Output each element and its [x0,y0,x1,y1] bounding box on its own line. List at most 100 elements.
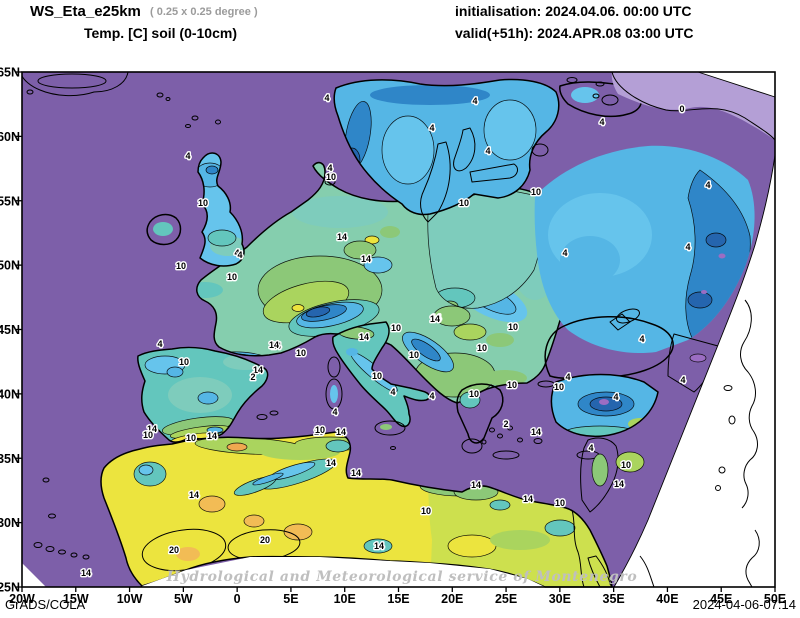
contour-label: 10 [314,427,324,437]
temperature-patch [374,420,406,436]
temperature-patch [176,547,200,561]
contour-label: 4 [429,123,434,133]
x-tick-label: 10E [334,592,356,606]
temperature-patch [327,356,341,378]
contour-label: 4 [332,407,337,417]
temperature-patch [138,464,154,476]
contour-label: 14 [81,568,91,578]
contour-label: 10 [507,380,517,390]
init-time: initialisation: 2024.04.06. 00:00 UTC [455,3,692,19]
contour-label: 10 [179,357,189,367]
coastline-shape [571,509,585,588]
contour-label: 4 [234,248,239,258]
contour-label: 10 [555,498,565,508]
temperature-patch [461,438,483,454]
contour-label: 14 [374,541,384,551]
temperature-patch [207,229,237,247]
contour-label: 14 [269,340,279,350]
temperature-patch [447,534,497,558]
temperature-patch [153,222,173,236]
contour-label: 4 [613,392,618,402]
temperature-patch [260,444,340,460]
contour-label: 14 [189,490,199,500]
temperature-patch [325,439,351,453]
creation-timestamp: 2024-04-06-07:14 [693,597,796,612]
contour-label: 14 [207,431,217,441]
temperature-patch [381,115,435,185]
temperature-patch [206,426,224,434]
temperature-patch [459,391,481,409]
contour-label: 14 [337,232,347,242]
contour-label: 4 [705,180,710,190]
map-shape [343,85,537,185]
contour-labels: 4 444441004101044144441041010141441410101… [80,92,712,580]
temperature-patch [346,348,358,356]
coastline-shape [611,71,776,141]
temperature-patch [45,546,55,552]
coastline-shape [453,127,476,172]
y-tick-label: 65N [0,66,20,80]
contour-label: 14 [531,427,541,437]
temperature-patch [196,282,223,298]
temperature-patch [715,485,721,491]
temperature-patch [42,477,50,483]
contour-label: 10 [296,348,306,358]
temperature-patch [363,538,393,554]
temperature-patch [489,427,495,433]
temperature-patch [370,85,490,105]
contour-label: 10 [409,350,419,360]
temperature-patch [215,119,221,125]
coastline-shape [614,155,775,587]
temperature-patch [243,514,265,528]
temperature-patch [185,124,191,128]
temperature-patch [283,523,313,541]
contour-label: 14 [253,365,263,375]
temperature-patch [507,425,513,431]
temperature-patch [687,291,713,309]
contour-label: 2 [250,372,255,382]
coastline-shape [22,563,46,587]
temperature-patch [591,453,609,487]
contour-label: 20 [169,545,179,555]
contour-label: 0 [679,104,684,114]
contour-label: 4 [324,93,329,103]
contour-label: 4 [429,391,434,401]
contour-label: 10 [186,433,196,443]
x-tick-label: 20E [441,592,463,606]
temperature-patch [689,353,707,363]
coastline-shape [609,313,631,331]
contour-label: 10 [508,322,518,332]
y-tick-label: 30N [0,516,20,530]
contour-label: 20 [260,535,270,545]
y-tick-label: 55N [0,194,20,208]
model-title: WS_Eta_e25km [30,3,141,20]
temperature-patch [325,378,343,410]
temperature-patch [433,305,471,327]
temperature-patch [595,81,605,87]
temperature-patch [453,323,487,341]
temperature-patch [390,446,396,450]
y-tick-label: 35N [0,452,20,466]
temperature-patch [291,304,305,312]
temperature-patch [256,414,268,420]
temperature-patch [380,424,392,430]
temperature-patch [252,472,284,486]
contour-label: 14 [271,341,281,351]
temperature-patch [490,530,550,550]
temperature-patch [37,73,107,89]
contour-label: 14 [614,479,624,489]
contour-label: 4 [485,146,490,156]
temperature-patch [305,306,331,318]
y-tick-label: 60N [0,130,20,144]
contour-label: 10 [143,430,153,440]
temperature-patch [58,549,66,555]
x-tick-label: 45E [710,592,732,606]
generator-credit: GrADS/COLA [5,597,86,612]
contour-label: 14 [351,468,361,478]
temperature-patch [198,495,226,513]
contour-label: 4 [680,375,685,385]
contour-label: 4 [237,250,242,260]
temperature-patch [701,290,707,294]
temperature-patch [411,338,441,362]
temperature-patch [560,236,620,284]
